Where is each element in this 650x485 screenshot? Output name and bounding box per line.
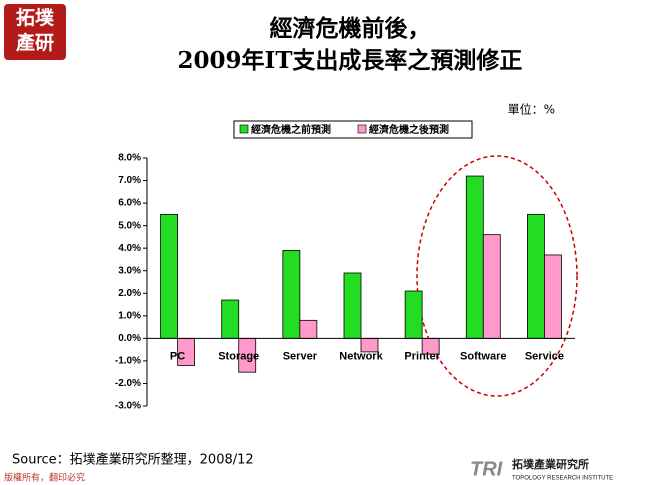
y-tick-label: 0.0%	[118, 333, 141, 344]
x-tick-label: Storage	[218, 350, 259, 362]
legend-label: 經濟危機之後預測	[369, 123, 449, 136]
subtitle: 2009年IT支出成長率之預測修正	[178, 47, 523, 74]
legend-label: 經濟危機之前預測	[251, 123, 331, 136]
y-tick-label: 6.0%	[118, 198, 141, 209]
x-tick-label: Software	[460, 350, 506, 362]
bar	[343, 272, 362, 339]
bar	[465, 175, 484, 339]
logo-text: 產研	[16, 31, 54, 54]
bar	[527, 213, 545, 339]
title: 經濟危機前後，	[270, 15, 431, 42]
x-tick-label: Network	[339, 350, 383, 362]
bar	[299, 319, 318, 339]
footer: 版權所有，翻印必究	[4, 472, 85, 484]
legend-box	[233, 120, 473, 139]
y-tick-label: 8.0%	[118, 153, 141, 164]
bar	[404, 290, 423, 339]
y-tick-label: 4.0%	[118, 243, 141, 254]
bar	[221, 299, 240, 339]
logo-box	[4, 4, 66, 60]
y-tick-label: -2.0%	[115, 378, 141, 389]
x-tick-label: Printer	[404, 350, 440, 362]
y-tick-label: 1.0%	[118, 310, 141, 321]
x-tick-label: Server	[283, 350, 318, 362]
y-tick-label: -1.0%	[115, 356, 141, 367]
y-tick-label: 3.0%	[118, 265, 141, 276]
source: Source：拓墣產業研究所整理，2008/12	[12, 452, 254, 468]
y-tick-label: 5.0%	[118, 220, 141, 231]
brand-name: 拓墣產業研究所	[512, 457, 589, 471]
bar	[544, 254, 562, 339]
x-tick-label: PC	[170, 350, 185, 362]
highlight-ellipse	[416, 155, 578, 397]
legend-swatch	[357, 124, 367, 134]
unit-note: 單位：%	[508, 102, 555, 117]
legend-swatch	[239, 124, 249, 134]
bar	[482, 234, 501, 339]
y-tick-label: -3.0%	[115, 401, 141, 412]
brand-mark: TRI	[470, 458, 503, 480]
x-tick-label: Service	[525, 350, 564, 362]
y-tick-label: 7.0%	[118, 175, 141, 186]
brand-english: TOPOLOGY RESEARCH INSTITUTE	[512, 476, 613, 482]
bar	[160, 213, 178, 339]
y-tick-label: 2.0%	[118, 288, 141, 299]
logo-text: 拓墣	[16, 6, 54, 29]
bar	[282, 250, 301, 339]
